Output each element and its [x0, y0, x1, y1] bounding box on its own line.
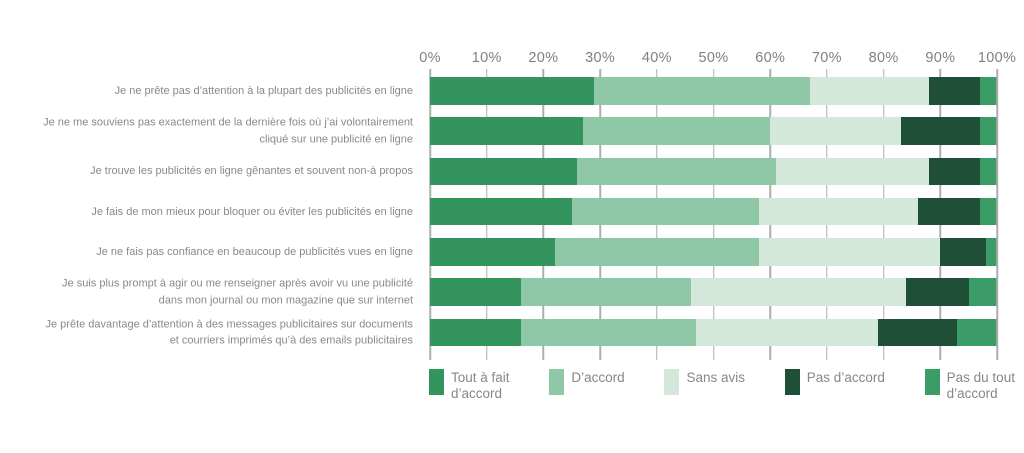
bar-segment-series-4 — [979, 197, 997, 226]
bar-segment-series-4 — [979, 117, 997, 145]
x-axis-tick-label: 100% — [977, 50, 1017, 66]
bar-segment-series-1 — [571, 197, 759, 226]
bar-segment-series-1 — [594, 77, 810, 105]
category-labels: Je ne prête pas d’attention à la plupart… — [0, 0, 430, 453]
bar-segment-series-2 — [809, 77, 929, 105]
bar-segment-series-3 — [900, 117, 980, 145]
x-axis-tick-label: 10% — [471, 50, 502, 66]
bar-segment-series-0 — [430, 117, 584, 145]
legend-item-label: Tout à fait d’accord — [451, 370, 510, 401]
bar-segment-series-3 — [877, 318, 958, 347]
legend-item-label: Sans avis — [686, 370, 745, 385]
legend-item: Pas d’accord — [784, 369, 885, 395]
bar-segment-series-4 — [979, 77, 997, 105]
legend-item: D’accord — [549, 369, 625, 395]
category-label: Je ne fais pas confiance en beaucoup de … — [96, 245, 413, 258]
bar-segment-series-2 — [758, 238, 941, 266]
legend-swatch — [429, 369, 444, 395]
bar-segment-series-0 — [430, 318, 521, 347]
legend-item: Tout à fait d’accord — [429, 369, 510, 401]
gridline — [996, 69, 998, 360]
bar-row — [430, 278, 997, 306]
bar-segment-series-4 — [979, 157, 997, 186]
plot-area: 0% 10% 20% 30% 40% 50% 60% 70% 80% 90% 100% — [419, 50, 1016, 385]
category-label: Je ne prête pas d’attention à la plupart… — [114, 84, 413, 97]
legend: Tout à fait d’accord D’accord Sans avis Pas… — [429, 369, 1015, 401]
legend-swatch — [924, 369, 940, 395]
bar-segment-series-4 — [968, 278, 997, 306]
bar-segment-series-1 — [520, 318, 697, 347]
bar-row — [430, 197, 997, 226]
x-axis-tick-label: 0% — [419, 50, 441, 66]
legend-item-label: D’accord — [571, 370, 625, 385]
x-axis-tick-label: 80% — [868, 50, 899, 66]
bar-segment-series-0 — [430, 197, 572, 226]
bar-segment-series-0 — [430, 278, 521, 306]
x-axis-tick-label: 50% — [698, 50, 729, 66]
legend-swatch — [549, 369, 565, 395]
bar-segment-series-3 — [906, 278, 969, 306]
bar-row — [430, 238, 997, 266]
bar-segment-series-0 — [430, 157, 578, 186]
category-label: Je suis plus prompt à agir ou me renseig… — [62, 277, 413, 307]
x-axis-tick-label: 90% — [925, 50, 956, 66]
bar-segment-series-1 — [520, 278, 691, 306]
legend-swatch — [784, 369, 800, 395]
category-label: Je trouve les publicités en ligne gênant… — [90, 165, 413, 178]
category-label: Je prête davantage d’attention à des mes… — [45, 318, 414, 347]
bar-segment-series-2 — [758, 197, 918, 226]
bar-segment-series-1 — [554, 238, 759, 266]
legend-item-label: Pas d’accord — [806, 370, 885, 385]
bar-segment-series-2 — [775, 157, 929, 186]
bar-row — [430, 318, 997, 347]
bars-container — [430, 77, 997, 359]
bar-segment-series-2 — [696, 318, 878, 347]
bar-segment-series-1 — [577, 157, 776, 186]
x-axis-tick-label: 70% — [811, 50, 842, 66]
bar-segment-series-3 — [917, 197, 980, 226]
bar-segment-series-4 — [985, 238, 997, 266]
bar-segment-series-3 — [940, 238, 986, 266]
x-axis-tick-label: 20% — [528, 50, 559, 66]
legend-item: Sans avis — [664, 369, 745, 395]
bar-row — [430, 77, 997, 105]
bar-segment-series-3 — [928, 157, 980, 186]
bar-row — [430, 117, 997, 145]
x-axis-tick-label: 30% — [585, 50, 616, 66]
bar-segment-series-4 — [957, 318, 997, 347]
bar-segment-series-2 — [690, 278, 907, 306]
bar-row — [430, 157, 997, 186]
legend-swatch — [664, 369, 680, 395]
bar-segment-series-0 — [430, 238, 555, 266]
legend-item-label: Pas du tout d’accord — [946, 370, 1015, 401]
x-axis-tick-label: 60% — [755, 50, 786, 66]
bar-segment-series-2 — [770, 117, 901, 145]
bar-segment-series-1 — [583, 117, 771, 145]
bar-segment-series-3 — [928, 77, 980, 105]
legend-item: Pas du tout d’accord — [924, 369, 1015, 401]
x-axis-tick-label: 40% — [641, 50, 672, 66]
category-label: Je fais de mon mieux pour bloquer ou évi… — [91, 205, 413, 218]
category-label: Je ne me souviens pas exactement de la d… — [43, 116, 413, 146]
bar-segment-series-0 — [430, 77, 595, 105]
